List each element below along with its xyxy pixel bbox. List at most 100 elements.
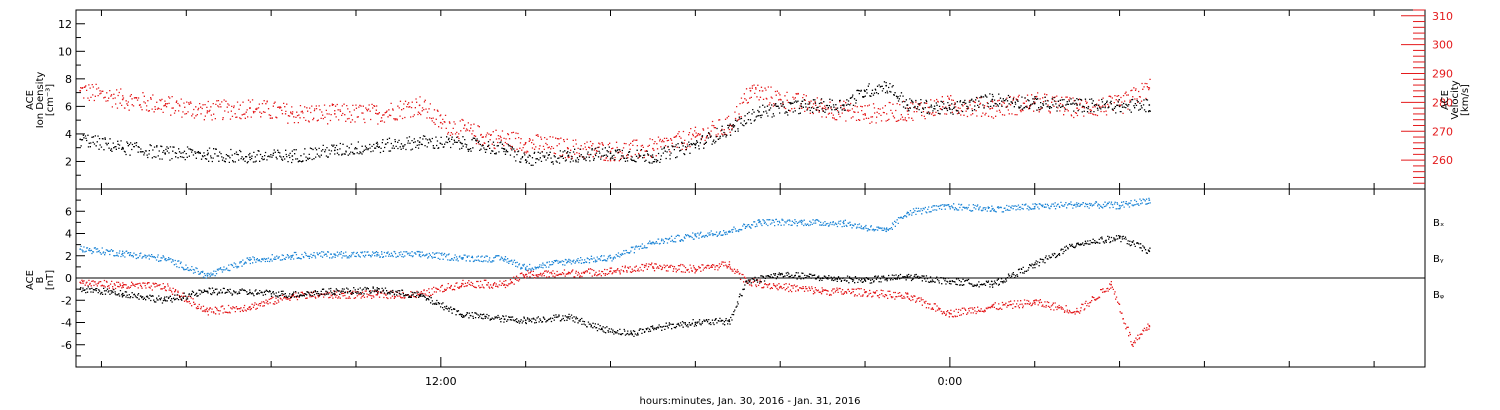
- bx-point-25: [1033, 263, 1036, 266]
- density-tick-label: 12: [58, 18, 72, 31]
- velocity-point-5: [291, 113, 294, 115]
- velocity-point-8: [418, 104, 421, 107]
- density-point-25: [1033, 102, 1036, 105]
- bz-point-22: [949, 312, 951, 315]
- bz-point-23: [991, 306, 994, 308]
- by-point-18: [800, 221, 803, 224]
- by-point-15: [694, 234, 697, 237]
- density-axis-title-line-0: ACE: [25, 90, 36, 110]
- by-point-22: [949, 205, 951, 208]
- bx-point-13: [601, 328, 603, 331]
- bz-point-28: [1148, 324, 1151, 327]
- velocity-point-3: [206, 110, 209, 112]
- by-point-12: [567, 260, 569, 263]
- bx-point-27: [1118, 237, 1121, 239]
- bx-point-1: [121, 292, 124, 295]
- density-point-26: [1076, 104, 1078, 106]
- by-point-14: [652, 241, 654, 244]
- density-point-22: [906, 104, 909, 106]
- velocity-point-27: [1148, 87, 1151, 89]
- bz-point-21: [906, 296, 909, 298]
- field-axis-title-line-1: B: [35, 276, 46, 283]
- density-point-9: [461, 142, 463, 145]
- density-tick-label: 6: [65, 100, 72, 113]
- velocity-point-9: [439, 121, 442, 124]
- bx-point-10: [503, 318, 506, 321]
- bz-point-3: [206, 310, 209, 313]
- bz-point-18: [779, 286, 782, 288]
- bx-point-7: [376, 289, 379, 292]
- by-point-23: [991, 208, 994, 210]
- field-tick-label: -4: [61, 317, 72, 330]
- by-point-20: [885, 230, 888, 233]
- bx-point-11: [524, 319, 527, 322]
- velocity-tick-label: 300: [1432, 39, 1453, 52]
- bx-point-21: [864, 279, 866, 282]
- bz-point-13: [609, 270, 612, 273]
- bz-point-7: [376, 293, 379, 296]
- density-point-2: [164, 152, 167, 155]
- bx-point-6: [333, 290, 336, 293]
- by-point-4: [249, 259, 251, 262]
- field-tick-label: 0: [65, 272, 72, 285]
- bz-point-15: [694, 268, 697, 270]
- density-point-24: [991, 98, 994, 101]
- velocity-tick-label: 280: [1432, 96, 1453, 109]
- density-tick-label: 4: [65, 128, 72, 141]
- bx-point-16: [694, 321, 697, 324]
- density-point-17: [758, 111, 760, 113]
- velocity-point-0: [79, 89, 82, 92]
- density-point-5: [291, 155, 294, 157]
- bz-point-14: [652, 266, 654, 268]
- by-point-1: [121, 252, 124, 255]
- velocity-tick-label: 260: [1432, 154, 1453, 167]
- bz-point-0: [79, 281, 82, 284]
- velocity-point-1: [121, 98, 124, 101]
- legend-bz: Bᵩ: [1433, 290, 1444, 301]
- legend-bx: Bₓ: [1433, 218, 1444, 229]
- bx-point-4: [249, 291, 251, 294]
- velocity-point-6: [333, 113, 336, 115]
- velocity-point-15: [694, 136, 697, 138]
- by-point-13: [609, 257, 612, 259]
- density-series: [79, 81, 1151, 166]
- bz-point-12: [567, 272, 569, 275]
- field-tick-label: -6: [61, 339, 72, 352]
- bz-points: [80, 261, 1151, 348]
- velocity-point-4: [249, 107, 251, 110]
- velocity-point-10: [482, 136, 485, 138]
- bz-point-19: [821, 290, 824, 293]
- velocity-point-13: [609, 150, 612, 153]
- density-axis-title: ACE Ion Density [cm⁻³]: [25, 72, 56, 129]
- bx-point-12: [567, 316, 569, 318]
- bx-point-2: [164, 299, 167, 302]
- by-point-0: [79, 248, 82, 251]
- density-point-11: [524, 159, 527, 162]
- bx-point-15: [652, 327, 654, 329]
- by-points: [80, 197, 1151, 279]
- bx-point-17: [728, 320, 731, 323]
- density-point-0: [79, 138, 82, 141]
- density-point-14: [652, 156, 654, 159]
- by-point-16: [728, 230, 731, 233]
- bx-point-3: [206, 290, 209, 293]
- by-point-17: [758, 221, 760, 224]
- by-point-19: [842, 222, 845, 225]
- field-tick-label: 6: [65, 205, 72, 218]
- velocity-axis-title-line-2: [km/s]: [1460, 84, 1471, 116]
- density-point-18: [800, 105, 803, 108]
- bx-point-19: [779, 273, 782, 276]
- bz-series: [79, 261, 1151, 348]
- velocity-point-20: [864, 113, 866, 115]
- density-point-20: [864, 90, 866, 93]
- density-point-21: [885, 84, 888, 87]
- velocity-point-2: [164, 104, 167, 107]
- bz-point-25: [1076, 310, 1078, 313]
- density-tick-label: 8: [65, 73, 72, 86]
- density-axis-title-line-2: [cm⁻³]: [45, 84, 56, 116]
- bx-point-22: [906, 276, 909, 278]
- x-axis-label: hours:minutes, Jan. 30, 2016 - Jan. 31, …: [640, 396, 861, 407]
- density-point-28: [1148, 104, 1151, 106]
